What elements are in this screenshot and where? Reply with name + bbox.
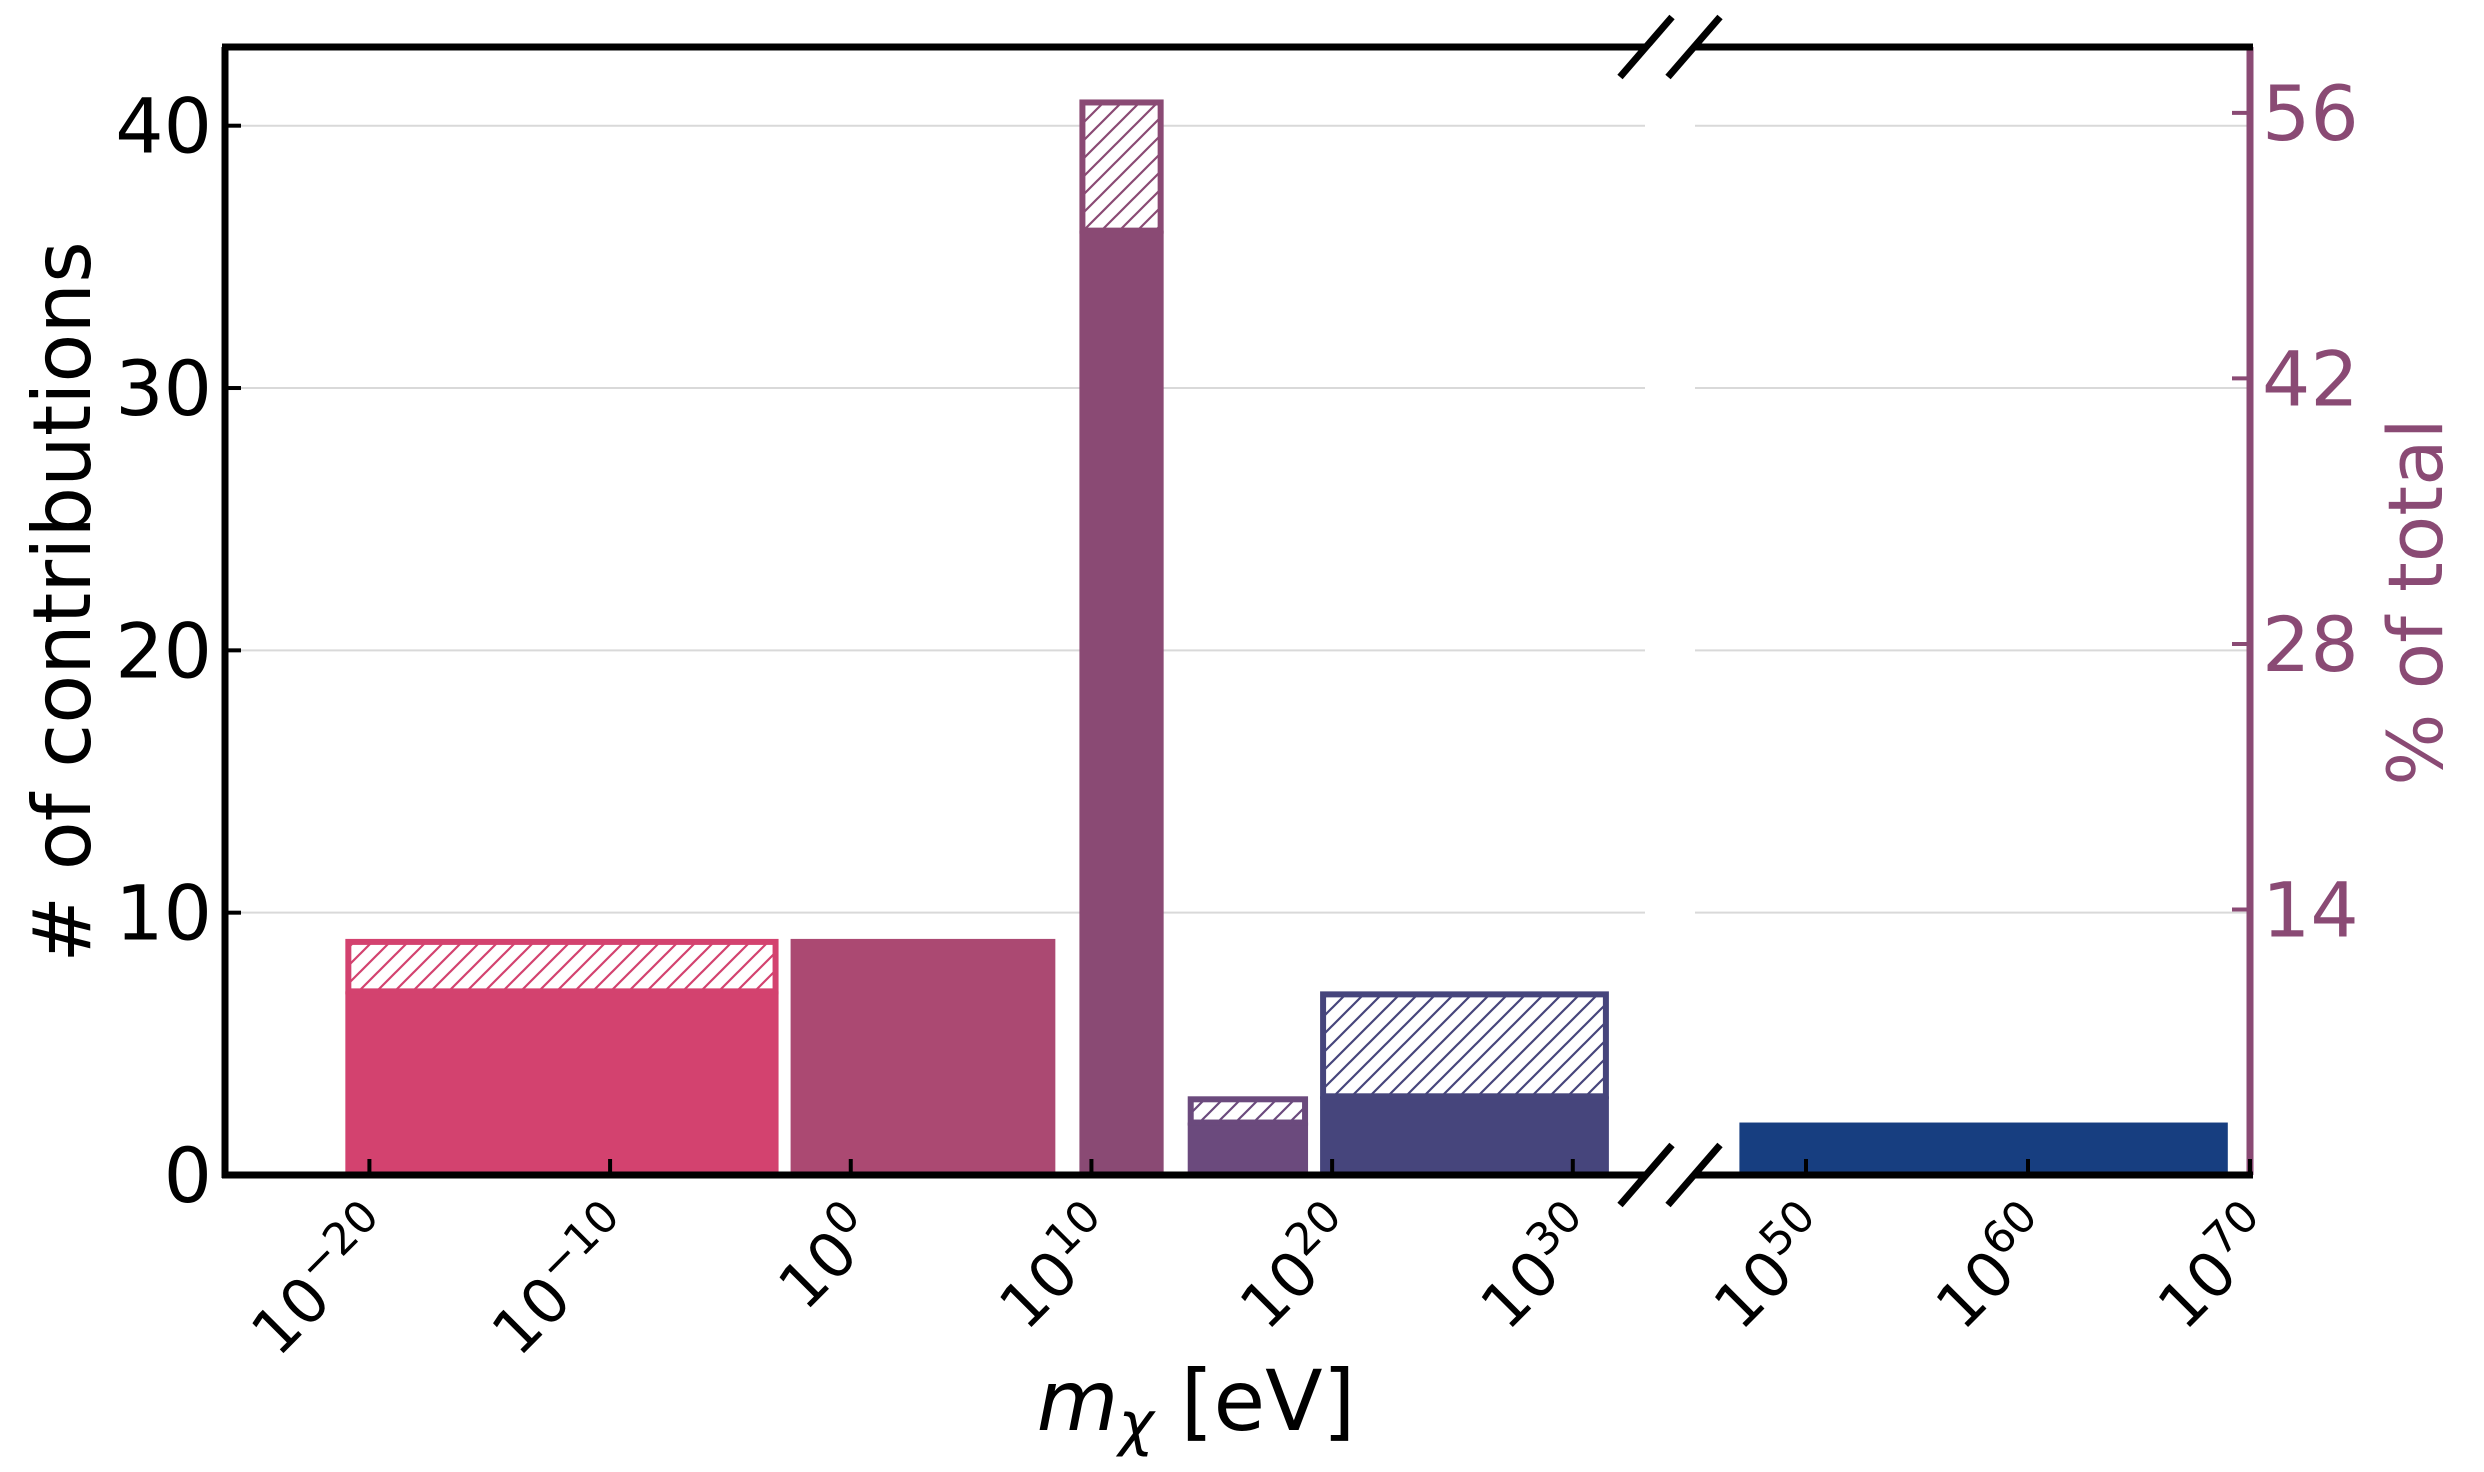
x-tick-label: 10−20 [231, 1190, 410, 1369]
y-tick-label: 20 [115, 606, 212, 695]
x-axis-title-rest: [eV] [1154, 1352, 1355, 1450]
y-right-tick-label: 28 [2262, 600, 2359, 689]
x-axis-title: mχ [eV] [1037, 1352, 1356, 1459]
grid-layer [225, 124, 2250, 914]
axis-break-mark [1665, 14, 1723, 80]
y-axis-right-title: % of total [2371, 418, 2460, 786]
x-tick-label: 100 [758, 1190, 891, 1323]
bar-hatched [1079, 99, 1164, 234]
bars-layer [345, 99, 2228, 1175]
x-axis-title-sub: χ [1115, 1389, 1156, 1459]
y-right-tick-label: 14 [2262, 865, 2359, 954]
y-right-tick-label: 56 [2262, 69, 2359, 158]
x-tick-label: 1010 [979, 1190, 1132, 1343]
x-tick-label: 1060 [1916, 1190, 2069, 1343]
x-tick-label: 1050 [1694, 1190, 1847, 1343]
bar-solid [1739, 1122, 2228, 1175]
axis-break-mark [1617, 1142, 1675, 1208]
bar-hatched [345, 938, 779, 995]
y-tick-label: 30 [115, 344, 212, 433]
axis-break-mark [1617, 14, 1675, 80]
y-axis-title: # of contributions [16, 241, 109, 963]
y-right-tick-label: 42 [2262, 334, 2359, 423]
bar-solid [1320, 1096, 1609, 1175]
x-tick-label: 1020 [1220, 1190, 1373, 1343]
axis-break-mark [1665, 1142, 1723, 1208]
x-tick-label: 10−10 [472, 1190, 651, 1369]
x-tick-label: 1030 [1461, 1190, 1614, 1343]
y-tick-label: 40 [115, 82, 212, 171]
axes-layer [221, 14, 2254, 1208]
x-axis-title-base: m [1037, 1352, 1119, 1450]
bar-solid [790, 938, 1056, 1175]
y-tick-label: 0 [164, 1131, 212, 1220]
y-tick-label: 10 [115, 869, 212, 958]
x-tick-label: 1070 [2138, 1190, 2291, 1343]
bar-solid [1079, 230, 1164, 1175]
bar-solid [1187, 1122, 1309, 1175]
bar-hatched [1187, 1096, 1309, 1126]
bar-solid [345, 991, 779, 1175]
bar-hatched [1320, 991, 1609, 1100]
